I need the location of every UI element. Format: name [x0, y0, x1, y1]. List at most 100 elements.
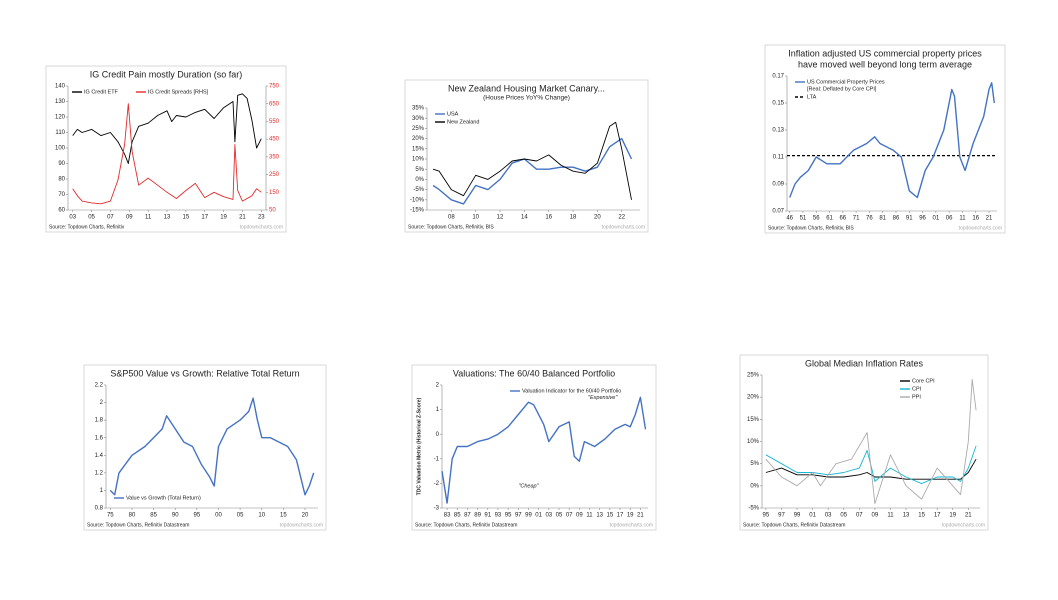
y-tick-label: 30% [412, 116, 425, 122]
chart-frame [45, 65, 287, 233]
x-tick-label: 91 [906, 216, 913, 222]
x-tick-label: 10 [472, 215, 479, 221]
legend-label: US Commercial Property Prices [807, 79, 885, 85]
x-tick-label: 19 [627, 513, 634, 519]
y-tick-label: 120 [55, 115, 66, 121]
watermark: topdowncharts.com [280, 522, 323, 528]
x-tick-label: 85 [454, 513, 461, 519]
x-tick-label: 46 [786, 216, 793, 222]
y-tick-label: 15% [747, 417, 760, 423]
y-tick-label: 0.13 [772, 128, 784, 134]
x-tick-label: 08 [448, 215, 455, 221]
chart-frame [404, 79, 649, 233]
chart-frame [764, 44, 1006, 234]
x-tick-label: 15 [280, 513, 287, 519]
x-tick-label: 11 [959, 216, 966, 222]
x-tick-label: 19 [949, 513, 956, 519]
x-tick-label: 11 [586, 513, 593, 519]
source-note: Source: Topdown Charts, Refinitiv Datast… [415, 522, 517, 528]
series-line [432, 121, 632, 200]
x-tick-label: 11 [145, 215, 152, 221]
x-tick-label: 05 [88, 215, 95, 221]
source-note: Source: Topdown Charts, Refinitiv Datast… [87, 522, 189, 528]
y-tick-label: 1.8 [95, 418, 104, 424]
x-tick-label: 99 [794, 513, 801, 519]
x-tick-label: 56 [813, 216, 820, 222]
y-tick-label: 5% [415, 167, 424, 173]
annotation: "Expensive" [588, 395, 618, 401]
x-tick-label: 87 [464, 513, 471, 519]
x-tick-label: 99 [525, 513, 532, 519]
x-tick-label: 15 [918, 513, 925, 519]
source-note: Source: Topdown Charts, Refinitiv, BIS [408, 224, 494, 230]
y-tick-label: 70 [58, 192, 65, 198]
y2-tick-label: 150 [269, 190, 280, 196]
y-tick-label: 2 [436, 383, 440, 389]
y-tick-label: 0 [436, 432, 440, 438]
y-tick-label: 60 [58, 208, 65, 214]
y-tick-label: 0.15 [772, 101, 784, 107]
x-tick-label: 20 [302, 513, 309, 519]
x-tick-label: 21 [239, 215, 246, 221]
x-tick-label: 21 [965, 513, 972, 519]
x-tick-label: 23 [258, 215, 265, 221]
y2-tick-label: 650 [269, 101, 280, 107]
chart-title: IG Credit Pain mostly Duration (so far) [90, 69, 243, 79]
x-tick-label: 95 [505, 513, 512, 519]
x-tick-label: 22 [618, 215, 625, 221]
y-tick-label: 0.07 [772, 209, 784, 215]
legend-label: Valuation Indicator for the 60/40 Portfo… [522, 388, 621, 394]
y-tick-label: 90 [58, 161, 65, 167]
x-tick-label: 01 [535, 513, 542, 519]
watermark: topdowncharts.com [240, 224, 283, 230]
chart-frame [739, 354, 989, 531]
y-tick-label: 35% [412, 106, 425, 112]
y-tick-label: 2.2 [95, 383, 104, 389]
x-tick-label: 03 [545, 513, 552, 519]
x-tick-label: 17 [934, 513, 941, 519]
y-tick-label: 100 [55, 146, 66, 152]
x-tick-label: 83 [444, 513, 451, 519]
x-tick-label: 61 [826, 216, 833, 222]
series-line [72, 93, 262, 164]
x-tick-label: 19 [220, 215, 227, 221]
x-tick-label: 75 [107, 513, 114, 519]
series-line [789, 82, 995, 199]
y-tick-label: -3 [434, 506, 440, 512]
x-tick-label: 81 [879, 216, 886, 222]
y-tick-label: 1.2 [95, 470, 104, 476]
legend-label: IG Credit Spreads [RHS] [148, 89, 209, 95]
x-tick-label: 10 [258, 513, 265, 519]
x-tick-label: 97 [778, 513, 785, 519]
x-tick-label: 96 [919, 216, 926, 222]
x-tick-label: 80 [129, 513, 136, 519]
y-tick-label: 15% [412, 146, 425, 152]
y-tick-label: 0.11 [773, 155, 785, 161]
y-tick-label: 80 [58, 177, 65, 183]
y-tick-label: 5% [750, 461, 759, 467]
y-tick-label: 0.17 [772, 74, 784, 80]
chart-title: New Zealand Housing Market Canary... [448, 83, 605, 93]
x-tick-label: 21 [986, 216, 993, 222]
watermark: topdowncharts.com [610, 522, 653, 528]
watermark: topdowncharts.com [602, 224, 645, 230]
series-line [765, 445, 977, 485]
y-tick-label: 130 [55, 99, 66, 105]
y-tick-label: 1 [100, 488, 104, 494]
x-tick-label: 21 [637, 513, 644, 519]
chart-title: Global Median Inflation Rates [805, 358, 924, 368]
x-tick-label: 11 [887, 513, 894, 519]
source-note: Source: Topdown Charts, Refinitiv, BIS [768, 225, 854, 231]
x-tick-label: 71 [853, 216, 860, 222]
x-tick-label: 13 [903, 513, 910, 519]
x-tick-label: 00 [215, 513, 222, 519]
x-tick-label: 12 [497, 215, 504, 221]
legend-label: Value vs Growth (Total Return) [126, 495, 201, 501]
y-tick-label: 1.6 [95, 435, 104, 441]
x-tick-label: 20 [594, 215, 601, 221]
y2-tick-label: 250 [269, 172, 280, 178]
x-tick-label: 03 [69, 215, 76, 221]
y-tick-label: 140 [55, 84, 66, 90]
y-tick-label: 10% [747, 439, 760, 445]
y-tick-label: 0.8 [95, 506, 104, 512]
